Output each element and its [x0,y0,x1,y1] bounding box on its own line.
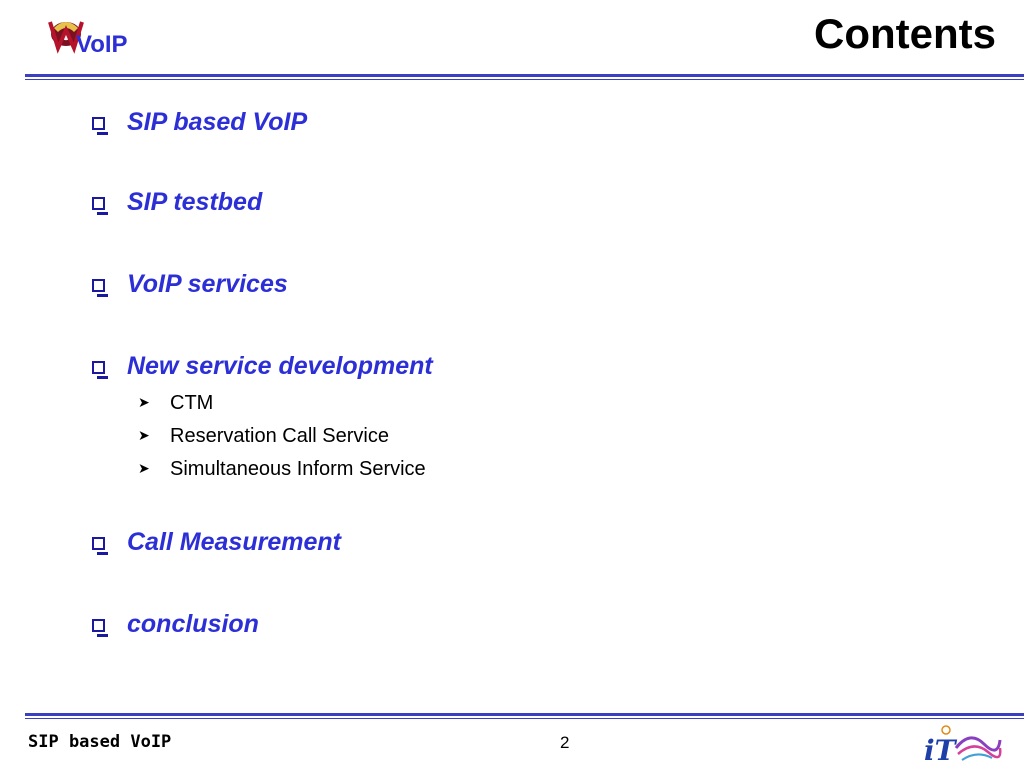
arrow-bullet-icon: ➤ [138,460,150,476]
list-item-label: SIP testbed [127,188,263,216]
voip-logo-text: VoIP [76,31,128,58]
footer-divider [25,713,1024,719]
checkbox-bullet-icon [92,197,108,215]
ribbon-swirl-icon [954,736,1002,761]
it-logo: iT [924,725,1002,766]
page-number: 2 [560,733,570,752]
arrow-bullet-icon: ➤ [138,427,150,443]
sub-item-label: Simultaneous Inform Service [170,458,426,480]
sub-item-label: CTM [170,392,214,414]
arrow-bullet-icon: ➤ [138,394,150,410]
voip-logo: VoIP [48,21,128,58]
checkbox-bullet-icon [92,117,108,135]
list-item-label: VoIP services [127,270,288,298]
footer-title: SIP based VoIP [28,732,172,752]
list-item-label: New service development [127,352,433,380]
it-logo-text: iT [924,734,958,766]
at-symbol-icon [941,725,951,735]
phone-icon [48,21,84,54]
page-title: Contents [814,10,996,57]
list-item-label: conclusion [127,610,259,638]
checkbox-bullet-icon [92,361,108,379]
header-divider [25,74,1024,80]
checkbox-bullet-icon [92,619,108,637]
list-item-label: Call Measurement [127,528,341,556]
checkbox-bullet-icon [92,537,108,555]
checkbox-bullet-icon [92,279,108,297]
list-item-label: SIP based VoIP [127,108,308,136]
sub-item-label: Reservation Call Service [170,425,389,447]
